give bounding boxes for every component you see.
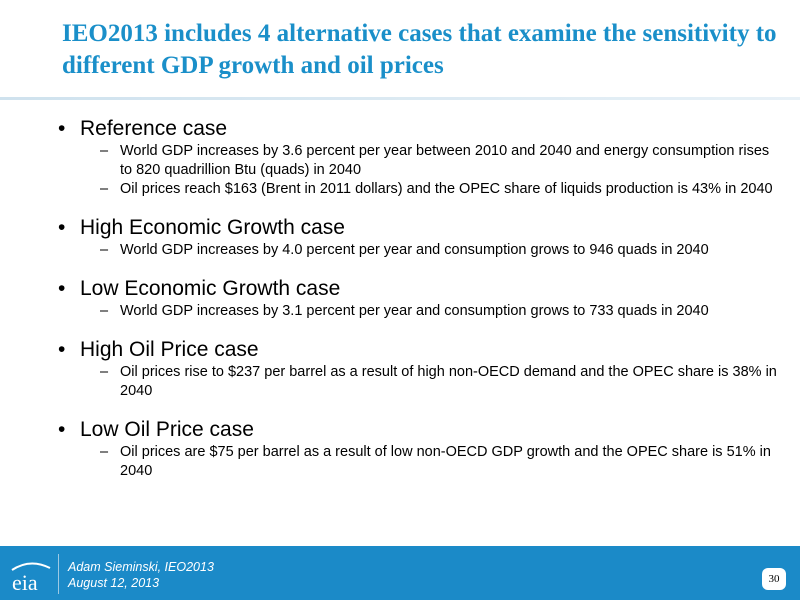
case-heading: Reference case [58,116,778,142]
slide-title: IEO2013 includes 4 alternative cases tha… [62,20,777,79]
footer: eia Adam Sieminski, IEO2013 August 12, 2… [0,546,800,600]
case-point: Oil prices reach $163 (Brent in 2011 dol… [58,180,778,199]
case-point: World GDP increases by 3.1 percent per y… [58,302,778,321]
page-number: 30 [762,568,786,590]
case-heading: High Economic Growth case [58,215,778,241]
case: Low Economic Growth caseWorld GDP increa… [58,276,778,321]
case: High Economic Growth caseWorld GDP incre… [58,215,778,260]
separator [58,554,59,594]
case-heading: Low Economic Growth case [58,276,778,302]
content: Reference caseWorld GDP increases by 3.6… [58,116,778,497]
case-point: World GDP increases by 4.0 percent per y… [58,241,778,260]
case-point: Oil prices are $75 per barrel as a resul… [58,443,778,481]
case-heading: High Oil Price case [58,337,778,363]
logo-text: eia [12,570,38,594]
footer-author: Adam Sieminski, IEO2013 [68,560,214,574]
logo: eia [11,562,51,594]
title-rule [0,97,800,100]
case-point: World GDP increases by 3.6 percent per y… [58,142,778,180]
case: Reference caseWorld GDP increases by 3.6… [58,116,778,199]
footer-date: August 12, 2013 [68,576,160,590]
case-heading: Low Oil Price case [58,417,778,443]
case: High Oil Price caseOil prices rise to $2… [58,337,778,401]
case-point: Oil prices rise to $237 per barrel as a … [58,363,778,401]
case: Low Oil Price caseOil prices are $75 per… [58,417,778,481]
